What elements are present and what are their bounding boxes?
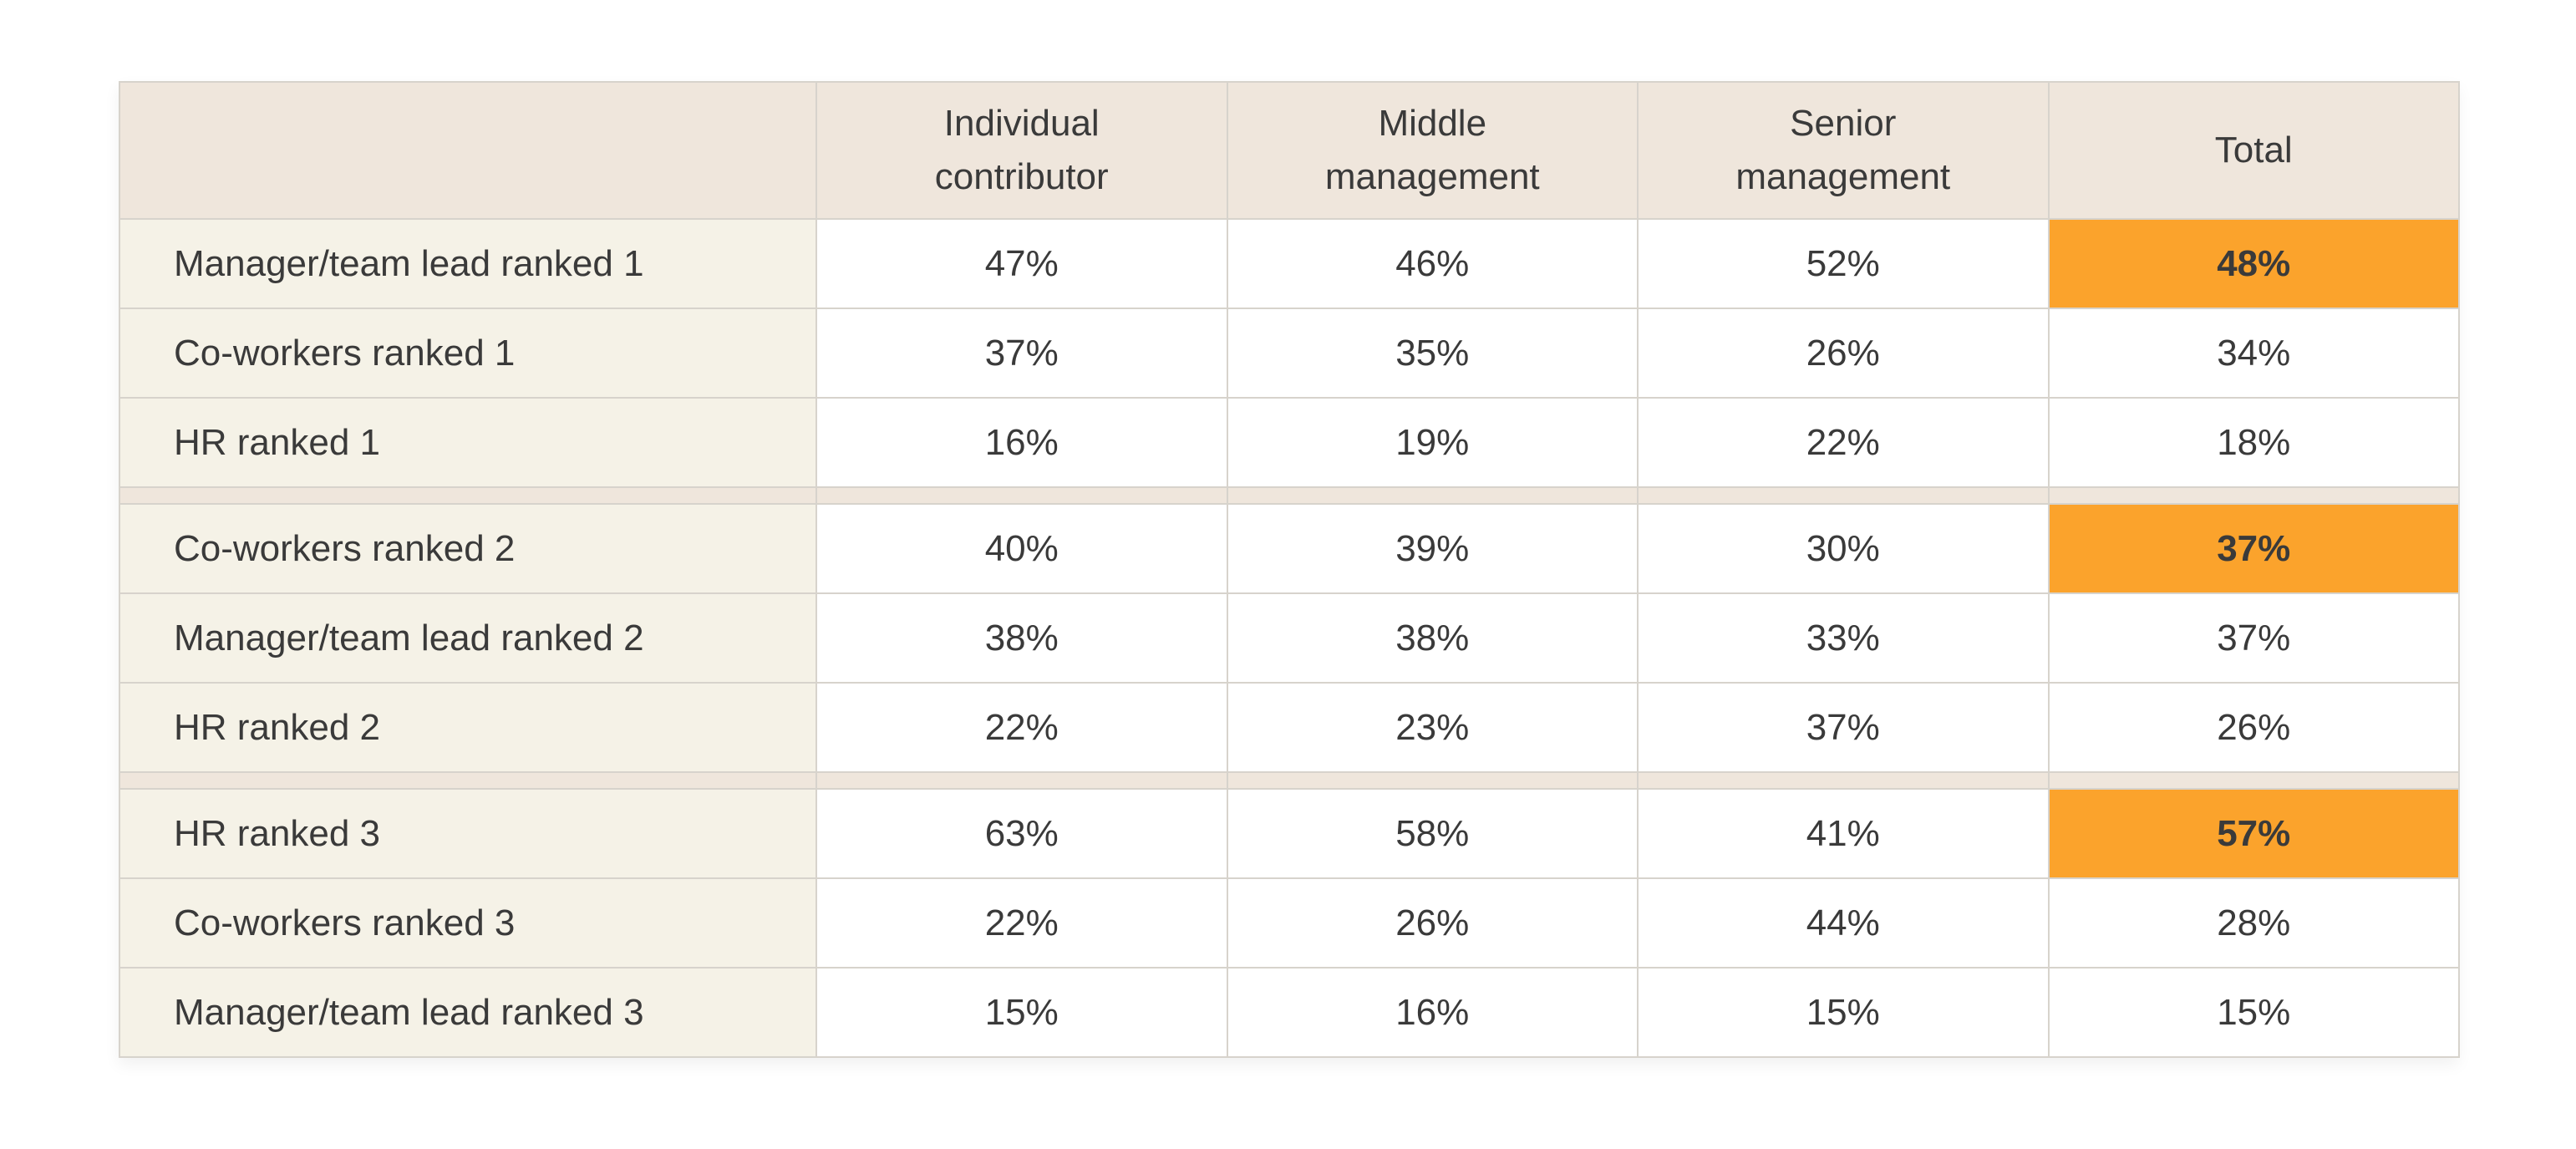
cell-senior-management: 44% [1637, 877, 2050, 969]
separator-cell [815, 771, 1228, 790]
separator-cell [1637, 771, 2050, 790]
cell-middle-management: 58% [1226, 788, 1639, 879]
table-row: HR ranked 1 16% 19% 22% 18% [119, 397, 2460, 488]
row-label: HR ranked 2 [119, 682, 817, 773]
cell-total: 26% [2047, 682, 2460, 773]
cell-total: 48% [2047, 218, 2460, 309]
row-label: HR ranked 3 [119, 788, 817, 879]
header-row: Individual contributor Middle management S… [119, 81, 2460, 220]
cell-total: 37% [2047, 592, 2460, 684]
separator-cell [119, 771, 817, 790]
cell-middle-management: 16% [1226, 967, 1639, 1058]
table-row: Manager/team lead ranked 1 47% 46% 52% 48% [119, 218, 2460, 309]
cell-middle-management: 19% [1226, 397, 1639, 488]
header-line: Individual [943, 103, 1100, 144]
row-label: Co-workers ranked 2 [119, 503, 817, 594]
cell-individual-contributor: 38% [815, 592, 1228, 684]
separator-cell [1226, 771, 1639, 790]
header-senior-management: Senior management [1637, 81, 2050, 220]
cell-individual-contributor: 47% [815, 218, 1228, 309]
cell-individual-contributor: 40% [815, 503, 1228, 594]
cell-middle-management: 35% [1226, 308, 1639, 399]
cell-total: 34% [2047, 308, 2460, 399]
cell-individual-contributor: 22% [815, 877, 1228, 969]
table-body: Manager/team lead ranked 1 47% 46% 52% 48% Co… [119, 218, 2460, 1058]
cell-individual-contributor: 22% [815, 682, 1228, 773]
separator-cell [1637, 486, 2050, 505]
row-label: Manager/team lead ranked 1 [119, 218, 817, 309]
table-row: Co-workers ranked 3 22% 26% 44% 28% [119, 877, 2460, 969]
cell-individual-contributor: 63% [815, 788, 1228, 879]
cell-senior-management: 33% [1637, 592, 2050, 684]
cell-senior-management: 52% [1637, 218, 2050, 309]
header-line: management [1735, 156, 1951, 197]
cell-total: 15% [2047, 967, 2460, 1058]
table-row: HR ranked 3 63% 58% 41% 57% [119, 788, 2460, 879]
cell-total: 37% [2047, 503, 2460, 594]
cell-individual-contributor: 15% [815, 967, 1228, 1058]
separator-cell [1226, 486, 1639, 505]
cell-total: 28% [2047, 877, 2460, 969]
cell-senior-management: 15% [1637, 967, 2050, 1058]
cell-middle-management: 23% [1226, 682, 1639, 773]
row-label: Manager/team lead ranked 3 [119, 967, 817, 1058]
header-corner-cell [119, 81, 817, 220]
row-label: HR ranked 1 [119, 397, 817, 488]
header-line: management [1324, 156, 1540, 197]
cell-senior-management: 37% [1637, 682, 2050, 773]
row-label: Manager/team lead ranked 2 [119, 592, 817, 684]
cell-total: 18% [2047, 397, 2460, 488]
table-row: Manager/team lead ranked 2 38% 38% 33% 37% [119, 592, 2460, 684]
ranking-table: Individual contributor Middle management S… [119, 81, 2460, 1058]
separator-cell [2047, 486, 2460, 505]
table-row: Co-workers ranked 1 37% 35% 26% 34% [119, 308, 2460, 399]
cell-middle-management: 26% [1226, 877, 1639, 969]
header-line: Middle [1378, 103, 1487, 144]
cell-senior-management: 22% [1637, 397, 2050, 488]
header-middle-management: Middle management [1226, 81, 1639, 220]
row-label: Co-workers ranked 1 [119, 308, 817, 399]
ranking-table-container: Individual contributor Middle management S… [119, 81, 2460, 1058]
header-line: Senior [1790, 103, 1897, 144]
header-individual-contributor: Individual contributor [815, 81, 1228, 220]
group-separator [119, 771, 2460, 790]
row-label: Co-workers ranked 3 [119, 877, 817, 969]
cell-middle-management: 38% [1226, 592, 1639, 684]
table-row: Manager/team lead ranked 3 15% 16% 15% 15% [119, 967, 2460, 1058]
table-row: HR ranked 2 22% 23% 37% 26% [119, 682, 2460, 773]
table-row: Co-workers ranked 2 40% 39% 30% 37% [119, 503, 2460, 594]
cell-individual-contributor: 37% [815, 308, 1228, 399]
separator-cell [119, 486, 817, 505]
group-separator [119, 486, 2460, 505]
cell-total: 57% [2047, 788, 2460, 879]
cell-senior-management: 41% [1637, 788, 2050, 879]
cell-middle-management: 39% [1226, 503, 1639, 594]
header-total: Total [2047, 81, 2460, 220]
cell-individual-contributor: 16% [815, 397, 1228, 488]
header-line: contributor [934, 156, 1109, 197]
separator-cell [815, 486, 1228, 505]
cell-middle-management: 46% [1226, 218, 1639, 309]
cell-senior-management: 26% [1637, 308, 2050, 399]
table-header: Individual contributor Middle management S… [119, 81, 2460, 220]
separator-cell [2047, 771, 2460, 790]
cell-senior-management: 30% [1637, 503, 2050, 594]
